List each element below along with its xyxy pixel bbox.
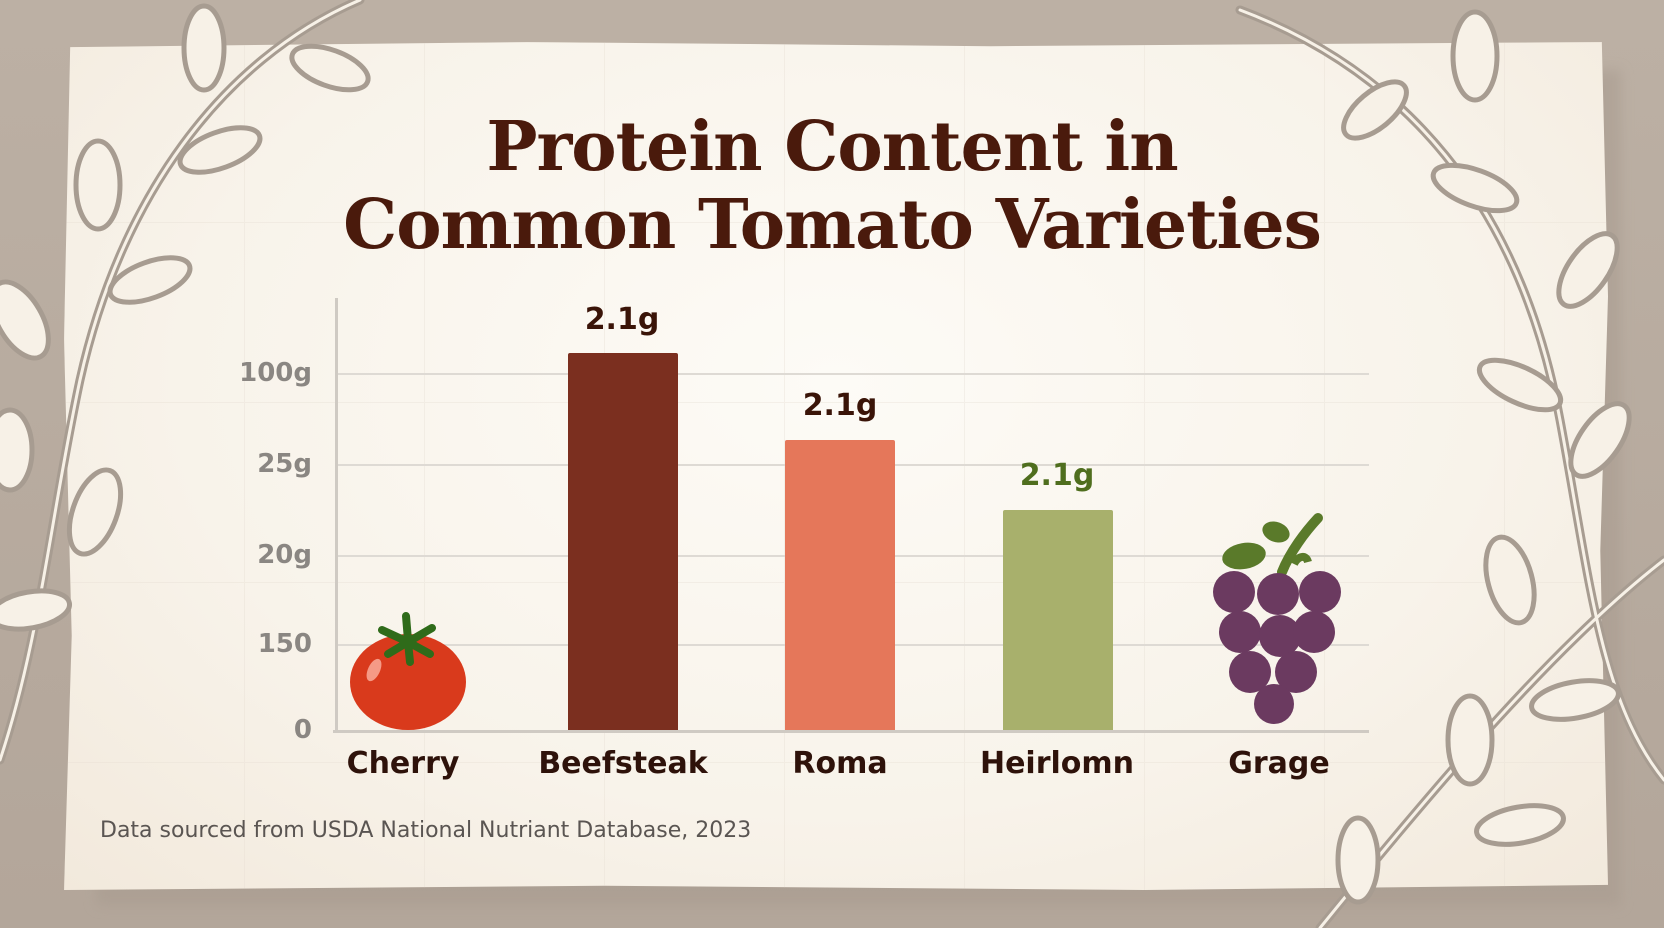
x-axis-baseline [333,730,1369,733]
x-label-cherry: Cherry [346,746,460,781]
tomato-icon [350,612,466,730]
bar-value-label: 2.1g [1019,458,1095,493]
x-label-roma: Roma [792,746,888,781]
bar-value-label: 2.1g [584,302,660,337]
x-label-grape: Grage [1228,746,1330,781]
y-axis-line [335,298,338,733]
y-tick-label: 150 [257,629,312,659]
bar-value-label: 2.1g [802,388,878,423]
bar-roma [785,440,895,730]
title-line-1: Protein Content in [486,107,1178,187]
y-tick-label: 0 [293,715,312,745]
data-source-note: Data sourced from USDA National Nutriant… [100,818,752,843]
x-label-heirloom: Heirlomn [979,746,1135,781]
x-label-beefsteak: Beefsteak [538,746,708,781]
y-tick-label: 100g [239,358,312,388]
bar-heirloom [1003,510,1113,730]
bar-beefsteak [568,353,678,730]
chart-title: Protein Content in Common Tomato Varieti… [0,108,1664,264]
y-tick-label: 25g [257,449,312,479]
title-line-2: Common Tomato Varieties [343,185,1322,265]
gridline [338,373,1369,375]
grape-icon [1213,513,1341,724]
y-tick-label: 20g [257,540,312,570]
